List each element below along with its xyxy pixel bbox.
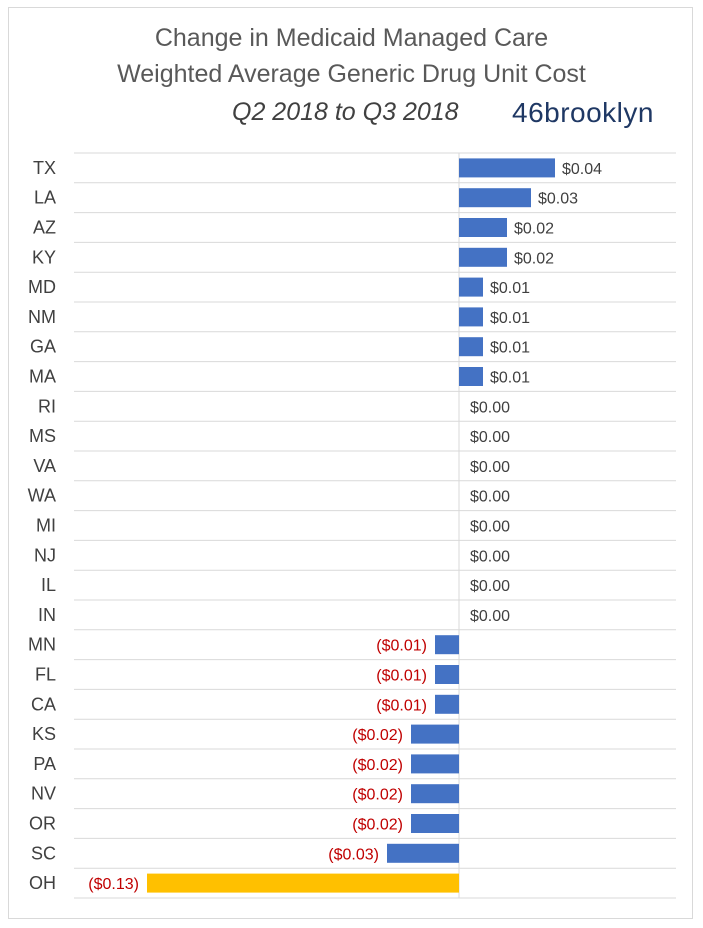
bar — [411, 814, 459, 833]
bar — [459, 337, 483, 357]
data-label: $0.02 — [514, 221, 554, 238]
category-label: WA — [28, 486, 56, 506]
category-label: OH — [29, 873, 56, 893]
category-label: IL — [41, 575, 56, 595]
bar — [459, 218, 507, 237]
data-label: ($0.02) — [352, 757, 403, 774]
chart-title: Change in Medicaid Managed Care — [154, 24, 549, 52]
data-label: $0.00 — [470, 489, 510, 506]
chart-subtitle: Weighted Average Generic Drug Unit Cost — [117, 60, 586, 88]
data-label: $0.01 — [490, 280, 530, 297]
data-label: $0.00 — [470, 548, 510, 565]
data-label: ($0.03) — [328, 846, 379, 863]
data-label: $0.00 — [470, 519, 510, 536]
bar — [459, 307, 483, 327]
data-label: ($0.13) — [88, 876, 139, 893]
data-label: ($0.01) — [376, 668, 427, 685]
data-label: ($0.02) — [352, 817, 403, 834]
category-label: SC — [31, 843, 56, 863]
data-label: $0.01 — [490, 370, 530, 387]
data-label: $0.00 — [470, 578, 510, 595]
category-label: VA — [33, 456, 56, 476]
bar — [147, 873, 459, 893]
category-label: NV — [31, 784, 56, 804]
chart-period: Q2 2018 to Q3 2018 — [232, 98, 459, 126]
bar — [435, 635, 459, 655]
category-label: TX — [33, 158, 56, 178]
category-label: MI — [36, 516, 56, 536]
data-label: $0.04 — [562, 161, 602, 178]
data-label: ($0.02) — [352, 727, 403, 744]
data-label: $0.00 — [470, 608, 510, 625]
category-label: MA — [29, 367, 56, 387]
category-label: KY — [32, 247, 56, 267]
data-label: ($0.01) — [376, 638, 427, 655]
category-label: NJ — [34, 545, 56, 565]
category-label: RI — [38, 396, 56, 416]
category-label: NM — [28, 307, 56, 327]
bar — [387, 843, 459, 863]
data-label: $0.03 — [538, 191, 578, 208]
bar — [459, 188, 531, 208]
category-label: MS — [29, 426, 56, 446]
chart-frame — [8, 7, 693, 919]
data-label: $0.01 — [490, 340, 530, 357]
category-label: LA — [34, 188, 56, 208]
category-label: KS — [32, 724, 56, 744]
category-label: MN — [28, 635, 56, 655]
category-label: OR — [29, 814, 56, 834]
bar — [411, 784, 459, 804]
category-label: GA — [30, 337, 56, 357]
category-label: AZ — [33, 218, 56, 238]
bar — [435, 665, 459, 684]
category-label: CA — [31, 694, 56, 714]
bar — [411, 724, 459, 744]
bar — [411, 754, 459, 774]
data-label: $0.00 — [470, 399, 510, 416]
category-label: FL — [35, 665, 56, 685]
data-label: $0.02 — [514, 250, 554, 267]
bar — [459, 277, 483, 297]
category-label: MD — [28, 277, 56, 297]
bar — [435, 694, 459, 714]
bar — [459, 367, 483, 386]
data-label: $0.01 — [490, 310, 530, 327]
bar — [459, 158, 555, 178]
data-label: ($0.02) — [352, 787, 403, 804]
data-label: $0.00 — [470, 429, 510, 446]
bar — [459, 247, 507, 267]
category-label: PA — [33, 754, 56, 774]
data-label: ($0.01) — [376, 697, 427, 714]
category-label: IN — [38, 605, 56, 625]
data-label: $0.00 — [470, 459, 510, 476]
brand-logo: 46brooklyn — [512, 97, 654, 128]
